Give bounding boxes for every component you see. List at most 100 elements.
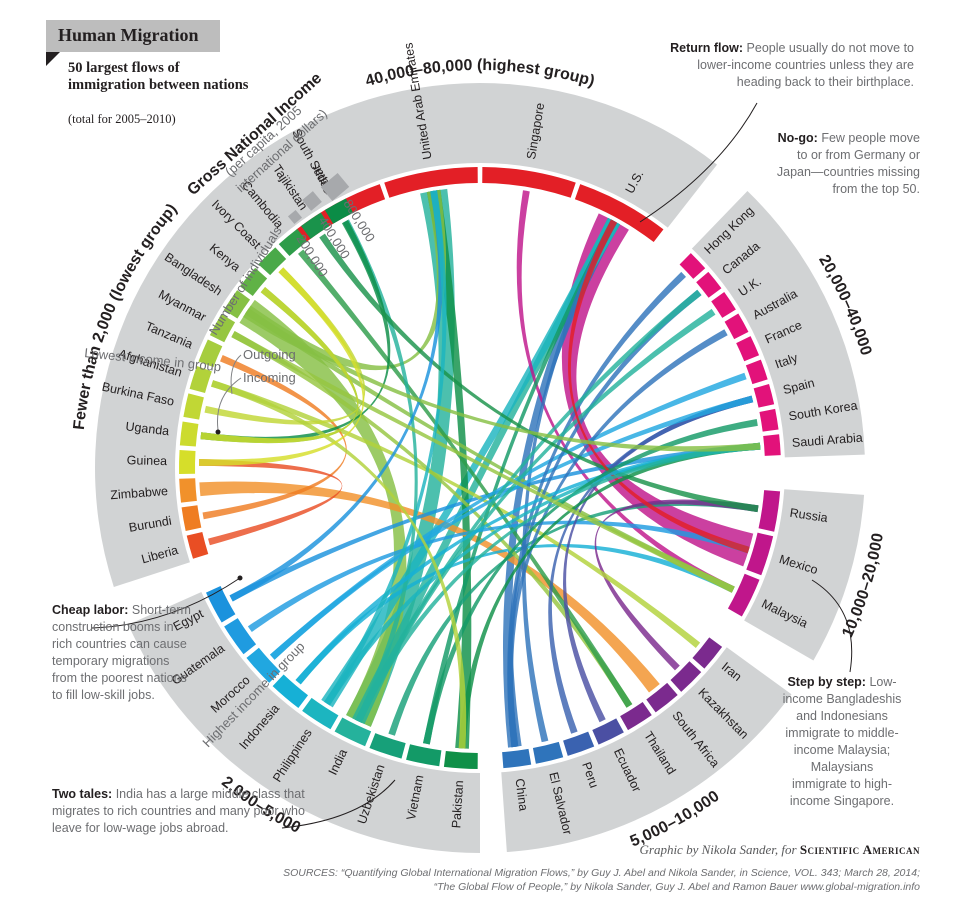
country-arc-south-korea [759, 408, 779, 432]
annotation-step-by-step-head: Step by step: [787, 675, 866, 689]
country-label-china: China [513, 778, 531, 812]
legend-outgoing: Outgoing [243, 347, 296, 362]
country-arc-france [736, 336, 760, 362]
step-by-step-pointer [811, 579, 853, 673]
country-arc-el-salvador [532, 741, 564, 764]
group-band-5-000-10-000 [501, 647, 792, 853]
country-arc-tanzania [198, 339, 223, 368]
annotation-step-by-step-text: Low-income Bangladeshis and Indonesians … [782, 675, 902, 808]
country-arc-egypt [205, 585, 236, 623]
country-label-zimbabwe: Zimbabwe [110, 484, 169, 502]
legend-incoming-dot [215, 429, 221, 435]
country-arc-afghanistan [189, 365, 212, 394]
country-arc-liberia [186, 532, 209, 559]
group-ring [94, 82, 865, 853]
country-arc-malaysia [727, 573, 760, 617]
flow-ribbon-bangladesh-to-india [239, 299, 407, 727]
title-box: Human Migration [46, 20, 220, 52]
country-arc-peru [563, 731, 595, 756]
cheap-labor-pointer [91, 577, 241, 629]
subtitle-note: (total for 2005–2010) [68, 112, 176, 126]
country-arc-ivory-coast [258, 247, 287, 276]
country-arc-bangladesh [223, 290, 251, 319]
country-label-russia: Russia [789, 506, 829, 525]
flow-ribbon-vietnam-to-south-korea [423, 419, 758, 745]
sources: SOURCES: “Quantifying Global Internation… [280, 866, 920, 894]
country-arc-u-k [711, 292, 736, 318]
group-band-fewer-than-2-000-lowest-group [94, 121, 347, 587]
legend-incoming-pointer [216, 377, 242, 431]
annotation-no-go-head: No-go: [777, 131, 818, 145]
country-label-uganda: Uganda [125, 419, 170, 438]
country-arc-guatemala [224, 618, 257, 655]
country-arc-spain [753, 383, 775, 408]
country-arc-uzbekistan [369, 733, 406, 759]
country-arc-uganda [179, 421, 199, 447]
title-corner [46, 52, 60, 66]
country-arc-indonesia [272, 674, 309, 709]
group-band-2-000-5-000 [128, 592, 480, 853]
sources-line-2: “The Global Flow of People,” by Nikola S… [433, 881, 920, 893]
country-arc-cambodia [278, 228, 307, 257]
annotation-two-tales-head: Two tales: [52, 787, 113, 801]
cheap-labor-dot [237, 575, 243, 581]
country-arc-india [334, 717, 372, 747]
country-arc-myanmar [209, 314, 236, 343]
graphic-credit: Graphic by Nikola Sander, for Scientific… [640, 842, 921, 858]
flow-ribbon-india-to-u-s [352, 217, 621, 725]
flow-ribbon-guinea-to-ivory-coast [199, 267, 365, 466]
annotation-cheap-labor-head: Cheap labor: [52, 603, 129, 617]
flow-ribbons [199, 188, 761, 749]
country-arc-tajikistan [301, 212, 330, 239]
group-band-20-000-40-000 [691, 191, 865, 458]
legend-square-400k [302, 191, 322, 211]
country-arc-south-africa [646, 682, 678, 713]
flow-ribbon-philippines-to-u-s [321, 217, 621, 708]
country-arc-philippines [302, 697, 339, 730]
page-title: Human Migration [58, 25, 199, 45]
country-arc-china [502, 748, 532, 769]
flow-ribbon-cambodia-to-thailand [298, 249, 633, 708]
subtitle: 50 largest flows of immigration between … [68, 60, 249, 93]
country-arc-burkina-faso [183, 393, 204, 420]
annotation-cheap-labor-text: Short-term construction booms in rich co… [52, 603, 191, 702]
annotation-return-flow: Return flow: People usually do not move … [664, 40, 914, 91]
flow-ribbon-myanmar-to-malaysia [231, 331, 735, 593]
group-band-10-000-20-000 [744, 489, 865, 661]
country-label-pakistan: Pakistan [449, 780, 466, 829]
country-arc-pakistan [443, 750, 478, 769]
annotation-two-tales: Two tales: India has a large middle clas… [52, 786, 312, 837]
country-arc-guinea [178, 450, 196, 475]
annotation-no-go: No-go: Few people move to or from German… [770, 130, 920, 198]
country-arc-burundi [181, 505, 202, 532]
country-label-saudi-arabia: Saudi Arabia [791, 431, 863, 450]
annotation-return-flow-head: Return flow: [670, 41, 744, 55]
legend-square-200k [287, 209, 303, 225]
country-arc-australia [724, 313, 749, 340]
country-arc-zimbabwe [179, 478, 197, 503]
legend-square-800k [320, 173, 350, 201]
country-arc-vietnam [406, 744, 442, 767]
legend-incoming: Incoming [243, 370, 296, 385]
country-arc-russia [758, 490, 781, 532]
group-band-40-000-80-000-highest-group [242, 82, 718, 228]
country-arcs [178, 167, 781, 769]
country-arc-u-s [574, 184, 664, 243]
country-arc-united-arab-emirates [384, 167, 478, 198]
country-arc-morocco [246, 647, 281, 683]
country-arc-kazakhstan [670, 661, 702, 692]
country-arc-singapore [482, 167, 576, 198]
country-arc-italy [745, 359, 768, 385]
legend-outgoing-pointer [230, 354, 242, 395]
flow-ribbon-india-to-qatar [342, 219, 418, 723]
annotation-no-go-text: Few people move to or from Germany or Ja… [776, 131, 920, 196]
two-tales-pointer [281, 779, 396, 829]
annotation-return-flow-text: People usually do not move to lower-inco… [697, 41, 914, 89]
annotation-two-tales-text: India has a large middle class that migr… [52, 787, 305, 835]
country-arc-ecuador [592, 718, 624, 745]
sources-line-1: SOURCES: “Quantifying Global Internation… [283, 867, 920, 879]
flow-ribbon-el-salvador-to-u-s [521, 219, 618, 743]
return-flow-pointer [639, 102, 758, 223]
annotation-cheap-labor: Cheap labor: Short-term construction boo… [52, 602, 192, 704]
